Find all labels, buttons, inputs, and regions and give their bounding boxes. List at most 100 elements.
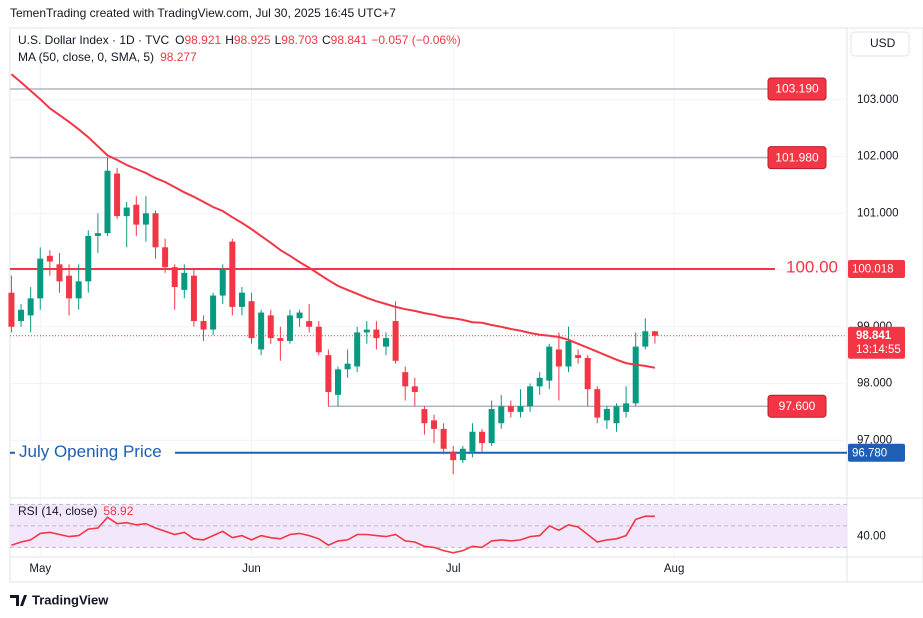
- x-tick-label: Aug: [664, 563, 684, 575]
- candle-body: [229, 241, 236, 307]
- level-tag-label: 97.600: [779, 399, 816, 413]
- legend-part: 98.277: [160, 50, 197, 64]
- candle-body: [296, 312, 303, 319]
- legend-part: L: [275, 33, 282, 47]
- level-tag: [767, 146, 827, 170]
- candle-body: [171, 267, 178, 288]
- candle-body: [238, 292, 245, 307]
- rsi-band-fill: [10, 504, 847, 548]
- candle-body: [66, 275, 73, 299]
- legend-part: 98.703: [281, 33, 318, 47]
- legend-part: 98.921: [185, 33, 222, 47]
- candle-body: [411, 386, 418, 393]
- candle-body: [507, 406, 514, 412]
- candle-body: [75, 281, 82, 299]
- candle-body: [334, 369, 341, 395]
- legend-line: U.S. Dollar Index · 1D · TVC O98.921 H98.9…: [18, 33, 461, 47]
- last-price-tag: [848, 326, 905, 359]
- candle-body: [258, 312, 265, 350]
- y-tick-label: 103.000: [857, 94, 899, 106]
- candle-body: [440, 428, 447, 449]
- candle-body: [459, 448, 466, 461]
- y-tick-label: 102.000: [857, 151, 899, 163]
- ma-legend: MA (50, close, 0, SMA, 5) 98.277: [18, 50, 197, 64]
- candle-body: [565, 340, 572, 367]
- attribution: TemenTrading created with TradingView.co…: [10, 6, 396, 20]
- candle-body: [181, 272, 188, 290]
- candle-body: [267, 315, 274, 339]
- y-tick-label: 101.000: [857, 207, 899, 219]
- currency-button[interactable]: [850, 31, 910, 57]
- candle-body: [402, 372, 409, 387]
- candle-body: [219, 270, 226, 296]
- candle-body: [46, 255, 53, 262]
- legend-part: −0.057 (−0.06%): [371, 33, 460, 47]
- candle-body: [85, 235, 92, 282]
- candle-body: [325, 355, 332, 393]
- legend-part: 58.92: [103, 504, 133, 518]
- candle-body: [603, 409, 610, 421]
- rsi-legend: RSI (14, close) 58.92: [18, 504, 134, 518]
- candle-body: [584, 357, 591, 390]
- candle-body: [392, 321, 399, 361]
- candle-body: [373, 329, 380, 339]
- footer-logo: [10, 595, 27, 606]
- legend-part: U.S. Dollar Index · 1D · TVC: [18, 33, 169, 47]
- level-tag-label: 101.980: [775, 150, 819, 164]
- level-tag: [767, 77, 827, 101]
- candle-body: [555, 349, 562, 367]
- legend-part: H: [225, 33, 234, 47]
- candle-body: [94, 233, 101, 236]
- candle-body: [37, 258, 44, 299]
- candle-body: [56, 264, 63, 282]
- candle-body: [632, 346, 639, 404]
- candle-body: [200, 321, 207, 330]
- x-tick-label: Jul: [446, 563, 461, 575]
- candle-body: [536, 377, 543, 387]
- legend-part: MA (50, close, 0, SMA, 5): [18, 50, 154, 64]
- axis-level-label: 96.780: [852, 447, 887, 459]
- rsi-line: [11, 515, 655, 554]
- candle-body: [517, 406, 524, 412]
- candle-body: [623, 403, 630, 412]
- candle-body: [488, 409, 495, 444]
- currency-label: USD: [870, 36, 896, 50]
- candle-body: [613, 406, 620, 424]
- candle-body: [315, 326, 322, 353]
- annotation-bg: [15, 441, 175, 464]
- candle-body: [114, 173, 121, 217]
- x-tick-label: Jun: [242, 563, 261, 575]
- legend-part: O: [175, 33, 184, 47]
- legend-part: 98.841: [331, 33, 368, 47]
- candle-body: [286, 315, 293, 341]
- countdown-label: 13:14:55: [856, 344, 901, 356]
- legend-part: C: [322, 33, 331, 47]
- candle-body: [248, 301, 255, 339]
- candle-body: [142, 213, 149, 225]
- axis-level-tag: [848, 443, 905, 462]
- candle-body: [8, 292, 15, 327]
- candle-body: [354, 332, 361, 367]
- candle-body: [431, 420, 438, 429]
- x-tick-label: May: [29, 563, 51, 575]
- candle-body: [527, 386, 534, 407]
- candle-body: [104, 170, 111, 234]
- candle-body: [277, 338, 284, 341]
- candle-body: [123, 207, 130, 217]
- legend-part: 98.925: [234, 33, 271, 47]
- footer-brand: TradingView: [32, 592, 109, 607]
- axis-level-label: 100.018: [852, 264, 894, 276]
- candle-body: [344, 363, 351, 370]
- candle-body: [575, 355, 582, 358]
- candle-body: [306, 321, 313, 327]
- candle-body: [642, 331, 649, 347]
- axis-level-tag: [848, 259, 905, 278]
- level-annotation: 100.00: [786, 257, 838, 276]
- candle-body: [27, 298, 34, 316]
- candle-body: [133, 204, 140, 225]
- candle-body: [383, 338, 390, 347]
- legend-part: RSI (14, close): [18, 504, 97, 518]
- candle-body: [363, 329, 370, 333]
- y-tick-label: 97.000: [857, 434, 892, 446]
